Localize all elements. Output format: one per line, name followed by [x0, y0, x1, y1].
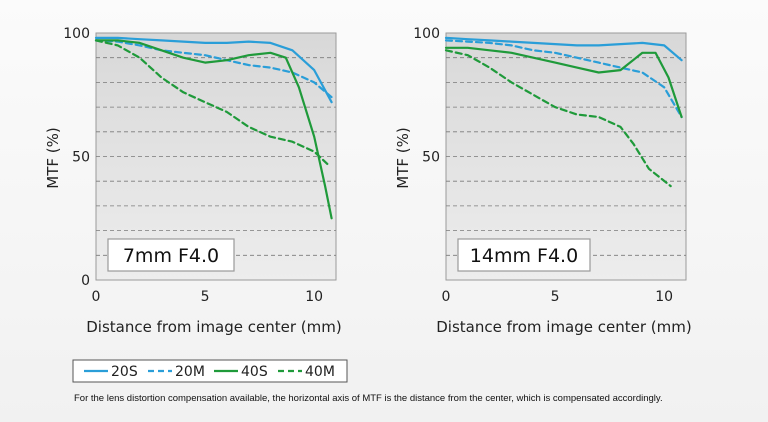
series-line-20M	[444, 39, 683, 119]
series-line-40M	[94, 39, 329, 165]
y-axis-title: MTF (%)	[394, 127, 412, 188]
legend-box	[72, 359, 348, 383]
y-axis-title: MTF (%)	[44, 127, 62, 188]
y-tick-label: 100	[413, 26, 440, 42]
legend-label-20S: 20S	[111, 364, 138, 380]
legend-label-40S: 40S	[241, 364, 268, 380]
x-tick-label: 5	[201, 289, 210, 305]
x-tick-label: 0	[92, 289, 101, 305]
y-tick-label: 50	[422, 150, 440, 166]
x-axis-title: Distance from image center (mm)	[86, 318, 341, 336]
panel-label: 7mm F4.0	[123, 245, 219, 267]
x-tick-label: 10	[305, 289, 323, 305]
series-line-40S	[444, 46, 683, 119]
panel-label: 14mm F4.0	[470, 245, 578, 267]
x-tick-label: 10	[655, 289, 673, 305]
y-tick-label: 0	[81, 273, 90, 289]
series-line-40S	[94, 39, 333, 220]
series-line-20S	[444, 36, 683, 62]
series-line-20M	[94, 39, 333, 99]
x-axis-title: Distance from image center (mm)	[436, 318, 691, 336]
y-tick-label: 100	[63, 26, 90, 42]
legend: 20S 20M 40S 40M	[72, 359, 348, 383]
x-tick-label: 0	[442, 289, 451, 305]
series-line-20S	[94, 36, 333, 104]
legend-label-20M: 20M	[175, 364, 205, 380]
y-tick-label: 50	[72, 150, 90, 166]
legend-label-40M: 40M	[305, 364, 335, 380]
panel-label-box	[107, 238, 235, 272]
chart-panel-7mm: 0 50 100 0 5 10 Distance from image center (mm…	[44, 26, 342, 336]
x-tick-label: 5	[551, 289, 560, 305]
series-line-40M	[444, 49, 672, 188]
chart-panel-14mm: 50 100 0 5 10 Distance from image center (mm)…	[394, 26, 692, 336]
footnote: For the lens distortion compensation ava…	[74, 393, 663, 404]
panel-label-box	[457, 238, 591, 272]
